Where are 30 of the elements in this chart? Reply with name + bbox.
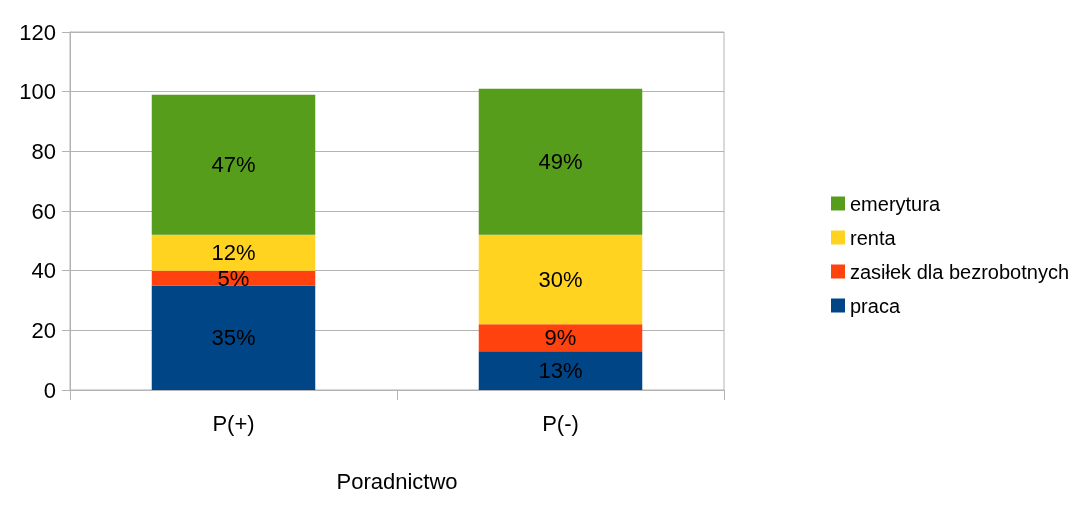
bar xyxy=(151,285,316,390)
bar xyxy=(151,94,316,235)
data-label: 35% xyxy=(211,325,256,351)
x-tick-label: P(+) xyxy=(212,410,255,436)
data-label: 30% xyxy=(538,267,583,293)
y-tick-label: 20 xyxy=(31,317,56,343)
bar xyxy=(478,324,643,352)
data-label: 5% xyxy=(217,265,250,291)
bar xyxy=(478,351,643,390)
data-label: 12% xyxy=(211,240,256,266)
legend-label: praca xyxy=(849,294,901,317)
bar xyxy=(151,270,316,286)
legend-label: renta xyxy=(849,226,897,249)
y-tick-label: 0 xyxy=(43,377,56,403)
bar xyxy=(478,234,643,325)
y-tick-label: 60 xyxy=(31,198,56,224)
data-label: 47% xyxy=(211,152,256,178)
y-tick-label: 40 xyxy=(31,258,56,284)
data-label: 13% xyxy=(538,358,583,384)
y-tick-label: 80 xyxy=(31,138,56,164)
bar xyxy=(478,88,643,235)
bar xyxy=(151,234,316,271)
legend-label: emerytura xyxy=(849,192,941,215)
x-axis-title: Poradnictwo xyxy=(336,468,458,494)
data-label: 49% xyxy=(538,149,583,175)
y-tick-label: 100 xyxy=(19,79,56,105)
data-label: 9% xyxy=(544,325,577,351)
y-tick-label: 120 xyxy=(19,19,56,45)
x-tick-label: P(-) xyxy=(542,410,579,436)
legend-label: zasiłek dla bezrobotnych xyxy=(849,260,1069,283)
